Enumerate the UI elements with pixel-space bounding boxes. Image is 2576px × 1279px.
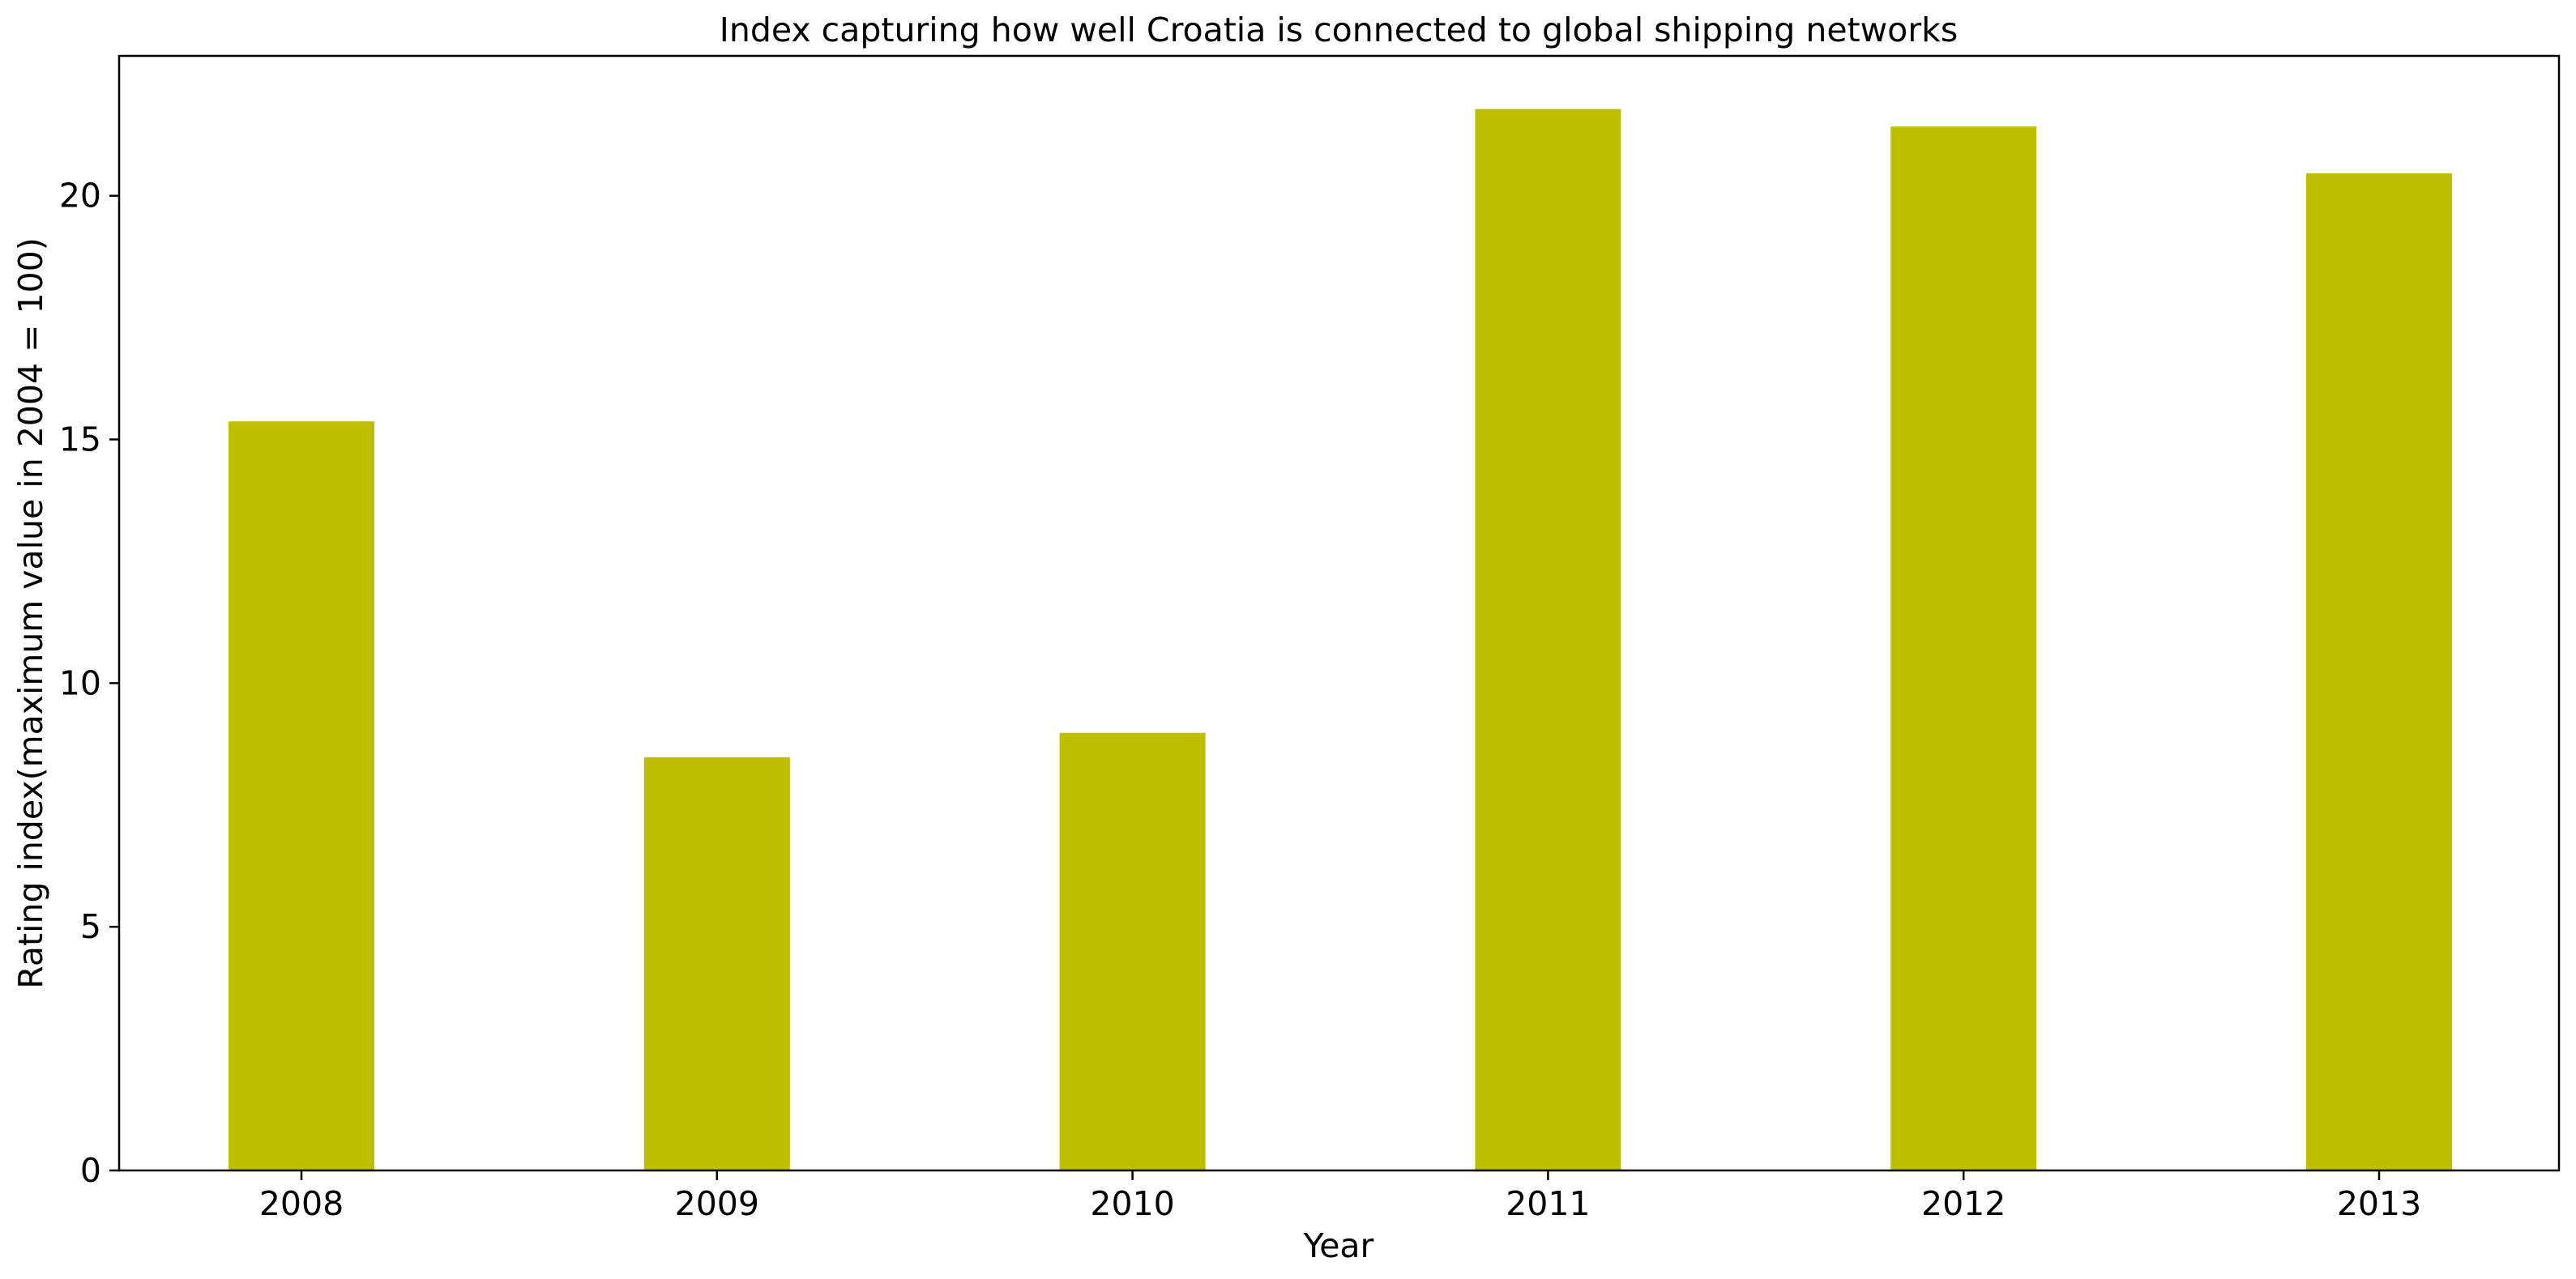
x-axis-ticks: 2008 2009 2010 2011 2012 2013 <box>259 1170 2421 1223</box>
x-tick-label-2011: 2011 <box>1506 1184 1590 1223</box>
bar-2008 <box>229 421 374 1170</box>
bar-2012 <box>1890 126 2037 1170</box>
y-tick-label-10: 10 <box>59 663 101 702</box>
bar-2010 <box>1059 732 1206 1170</box>
bar-2011 <box>1475 109 1621 1171</box>
bar-2013 <box>2306 173 2452 1170</box>
x-tick-label-2013: 2013 <box>2337 1184 2421 1223</box>
chart-title: Index capturing how well Croatia is conn… <box>720 11 1958 49</box>
y-tick-label-20: 20 <box>59 177 101 215</box>
x-tick-label-2012: 2012 <box>1921 1184 2006 1223</box>
y-axis-label: Rating index(maximum value in 2004 = 100… <box>11 237 50 988</box>
y-tick-label-15: 15 <box>59 420 101 459</box>
bars-layer <box>229 109 2452 1171</box>
x-axis-label: Year <box>1303 1226 1374 1265</box>
y-tick-label-5: 5 <box>80 907 101 946</box>
y-axis-ticks: 0 5 10 15 20 <box>59 177 119 1190</box>
plot-frame <box>117 54 2561 1172</box>
x-tick-label-2010: 2010 <box>1090 1184 1174 1223</box>
x-tick-label-2008: 2008 <box>259 1184 344 1223</box>
y-tick-label-0: 0 <box>80 1151 101 1190</box>
x-tick-label-2009: 2009 <box>675 1184 759 1223</box>
bar-2009 <box>643 757 790 1170</box>
